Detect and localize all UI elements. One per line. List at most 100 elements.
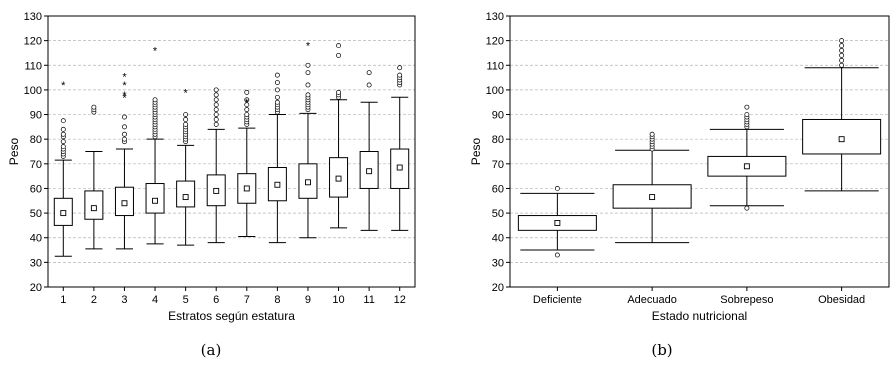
median-marker [152,197,158,204]
median-marker [838,136,845,143]
x-tick-label: 5 [183,294,189,306]
box-8 [267,72,287,244]
outlier-point [649,131,655,137]
outlier-point [213,87,219,93]
median-marker [396,164,403,171]
outlier-point [60,118,66,124]
x-tick-label: 1 [60,294,66,306]
outlier-point [213,92,219,98]
x-tick-label: Sobrepeso [720,294,773,306]
median-marker [121,200,128,207]
outlier-point [213,107,219,113]
outlier-point [274,87,280,93]
y-tick-label: 110 [24,60,42,72]
extreme-point: * [61,80,66,92]
y-tick-label: 80 [30,134,42,146]
outlier-point [274,99,280,105]
outlier-point [60,139,66,145]
y-tick-label: 70 [492,159,504,171]
outlier-point [839,48,845,53]
x-tick-label: Obesidad [818,294,865,306]
y-tick-label: 70 [30,159,42,171]
outlier-point [839,43,845,49]
box-5: * [176,87,196,246]
y-tick-label: 90 [30,110,42,122]
median-marker [366,168,373,175]
box-12 [390,65,410,231]
y-tick-label: 40 [492,233,504,245]
outlier-point [60,144,66,150]
outlier-point [839,52,845,58]
plot-frame [47,15,416,288]
median-marker [335,175,342,182]
outlier-point [60,131,66,137]
outlier-point [213,117,219,122]
extreme-point: * [245,97,250,109]
y-axis-label: Peso [7,138,21,166]
outlier-point [274,94,280,100]
extreme-point: * [183,87,188,99]
outlier-point [554,186,560,191]
subfigure-caption: (a) [201,341,222,359]
outlier-point [305,82,311,88]
outlier-point [839,62,845,68]
box-obesidad [802,38,882,192]
y-tick-label: 60 [30,183,42,195]
box-4: * [145,45,165,245]
x-tick-label: 11 [363,294,374,306]
median-marker [554,219,561,226]
extreme-point: * [122,71,127,83]
y-tick-label: 30 [30,257,42,269]
y-tick-label: 20 [492,282,504,294]
y-tick-label: 60 [492,183,504,195]
extreme-point: * [122,92,127,104]
extreme-point: * [122,90,127,102]
outlier-point [122,114,127,120]
plot-frame [509,15,890,288]
median-marker [90,205,97,212]
chart-b: 20 30 40 50 60 70 80 90 100 110 120 130 Deficiente Ad… [469,11,890,359]
outlier-point [744,104,750,110]
outlier-point [839,38,845,44]
outlier-point [60,126,66,132]
outlier-point [305,70,311,76]
y-tick-label: 100 [486,85,504,97]
outlier-point [244,89,250,95]
median-marker [182,194,189,201]
outlier-point [336,43,341,49]
outlier-point [244,107,250,113]
box-1: * [53,80,73,257]
outlier-point [91,104,97,110]
outlier-point [554,252,560,258]
y-tick-label: 120 [486,36,504,48]
y-tick-label: 20 [30,282,42,294]
box-11 [359,70,379,231]
outlier-point [274,72,280,78]
median-marker [305,179,311,186]
outlier-point [183,121,189,127]
y-tick-label: 40 [30,233,42,245]
box-iqr [84,190,104,220]
x-tick-label: 3 [121,294,127,306]
box-6 [206,87,226,244]
extreme-point: * [306,41,311,53]
median-marker [60,210,67,217]
outlier-point [336,89,341,95]
x-tick-label: 10 [332,294,344,306]
x-tick-label: 7 [244,294,250,306]
y-tick-label: 30 [492,257,504,269]
box-3: **** [114,71,134,250]
outlier-point [744,112,750,117]
outlier-point [122,131,127,137]
y-axis-label: Peso [469,138,483,166]
box-iqr [176,180,196,208]
y-tick-label: 50 [30,208,42,220]
box-sobrepeso [707,104,787,211]
median-marker [243,185,250,192]
box-adecuado [612,131,692,244]
subfigure-caption: (b) [651,341,672,359]
y-tick-label: 120 [24,36,42,48]
x-tick-label: 2 [91,294,97,306]
outlier-point [183,117,189,122]
